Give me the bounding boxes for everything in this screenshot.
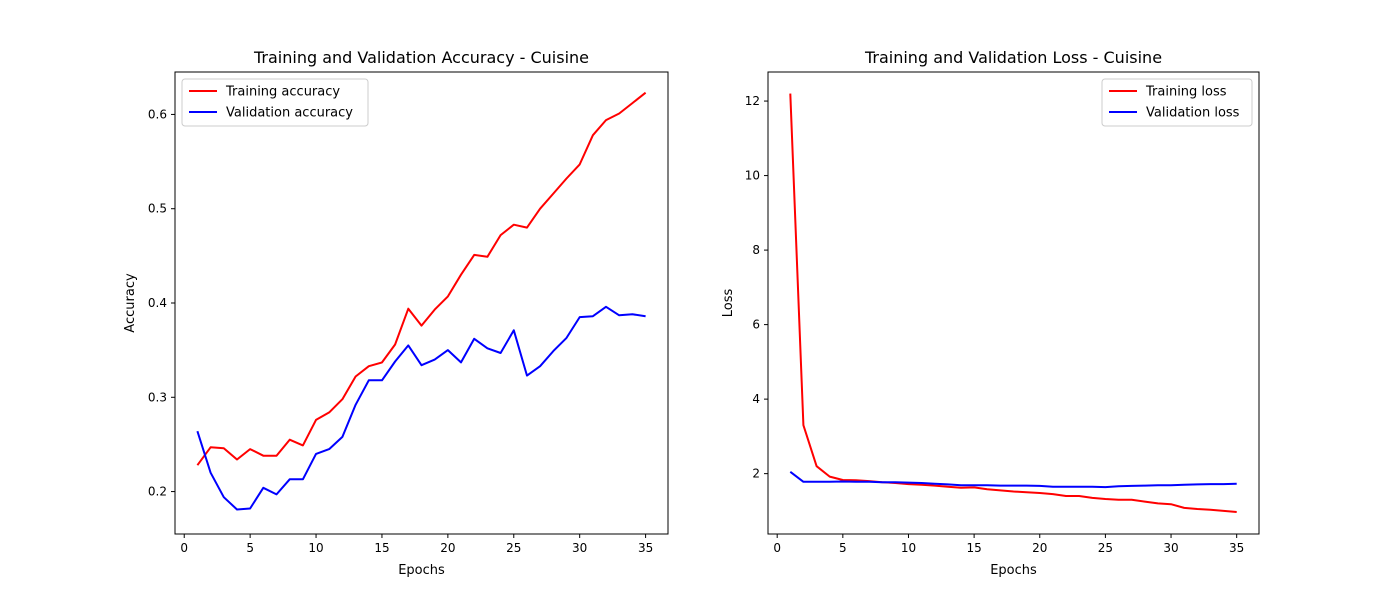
y-tick-label: 0.2 (148, 485, 167, 499)
legend: Training accuracy Validation accuracy (181, 78, 369, 127)
y-tick-label: 0.5 (148, 202, 167, 216)
x-tick-label: 15 (374, 541, 389, 555)
x-tick-label: 0 (773, 541, 781, 555)
y-axis-label: Accuracy (123, 273, 138, 333)
y-tick-label: 0.6 (148, 107, 167, 121)
plot-frame (174, 71, 669, 535)
x-tick-label: 10 (308, 541, 323, 555)
series-line-training-accuracy (196, 91, 647, 466)
plot-frame (767, 71, 1260, 535)
legend-label: Validation accuracy (226, 106, 353, 121)
y-tick-label: 8 (752, 243, 760, 257)
x-axis-label: Epochs (990, 563, 1037, 578)
x-tick-label: 5 (246, 541, 254, 555)
x-tick-label: 35 (1229, 541, 1244, 555)
chart-title: Training and Validation Loss - Cuisine (864, 48, 1162, 67)
y-tick-label: 0.4 (148, 296, 167, 310)
series-line-validation-accuracy (196, 305, 646, 511)
x-tick-label: 30 (1163, 541, 1178, 555)
x-tick-label: 0 (180, 541, 188, 555)
loss-chart: Training and Validation Loss - Cuisine 0 5… (721, 48, 1260, 578)
legend-box (181, 78, 369, 127)
y-tick-label: 4 (752, 392, 760, 406)
x-tick-label: 25 (506, 541, 521, 555)
series-line-training-loss (789, 93, 1237, 513)
y-tick-label: 12 (745, 94, 760, 108)
legend-label: Training loss (1145, 85, 1227, 100)
legend-label: Validation loss (1146, 106, 1240, 121)
y-tick-label: 6 (752, 318, 760, 332)
x-tick-label: 10 (901, 541, 916, 555)
y-tick-label: 2 (752, 467, 760, 481)
y-tick-label: 0.3 (148, 390, 167, 404)
y-tick-label: 10 (745, 169, 760, 183)
x-tick-label: 30 (572, 541, 587, 555)
x-tick-label: 15 (966, 541, 981, 555)
legend-box (1101, 78, 1253, 127)
x-tick-label: 35 (638, 541, 653, 555)
legend-label: Training accuracy (225, 85, 340, 100)
y-axis-label: Loss (721, 289, 736, 318)
series-line-validation-loss (789, 471, 1237, 489)
x-tick-label: 20 (1032, 541, 1047, 555)
x-tick-label: 5 (839, 541, 847, 555)
legend: Training loss Validation loss (1101, 78, 1253, 127)
accuracy-chart: Training and Validation Accuracy - Cuisi… (123, 48, 669, 578)
x-axis-label: Epochs (398, 563, 445, 578)
x-tick-label: 25 (1098, 541, 1113, 555)
x-tick-label: 20 (440, 541, 455, 555)
chart-title: Training and Validation Accuracy - Cuisi… (253, 48, 589, 67)
